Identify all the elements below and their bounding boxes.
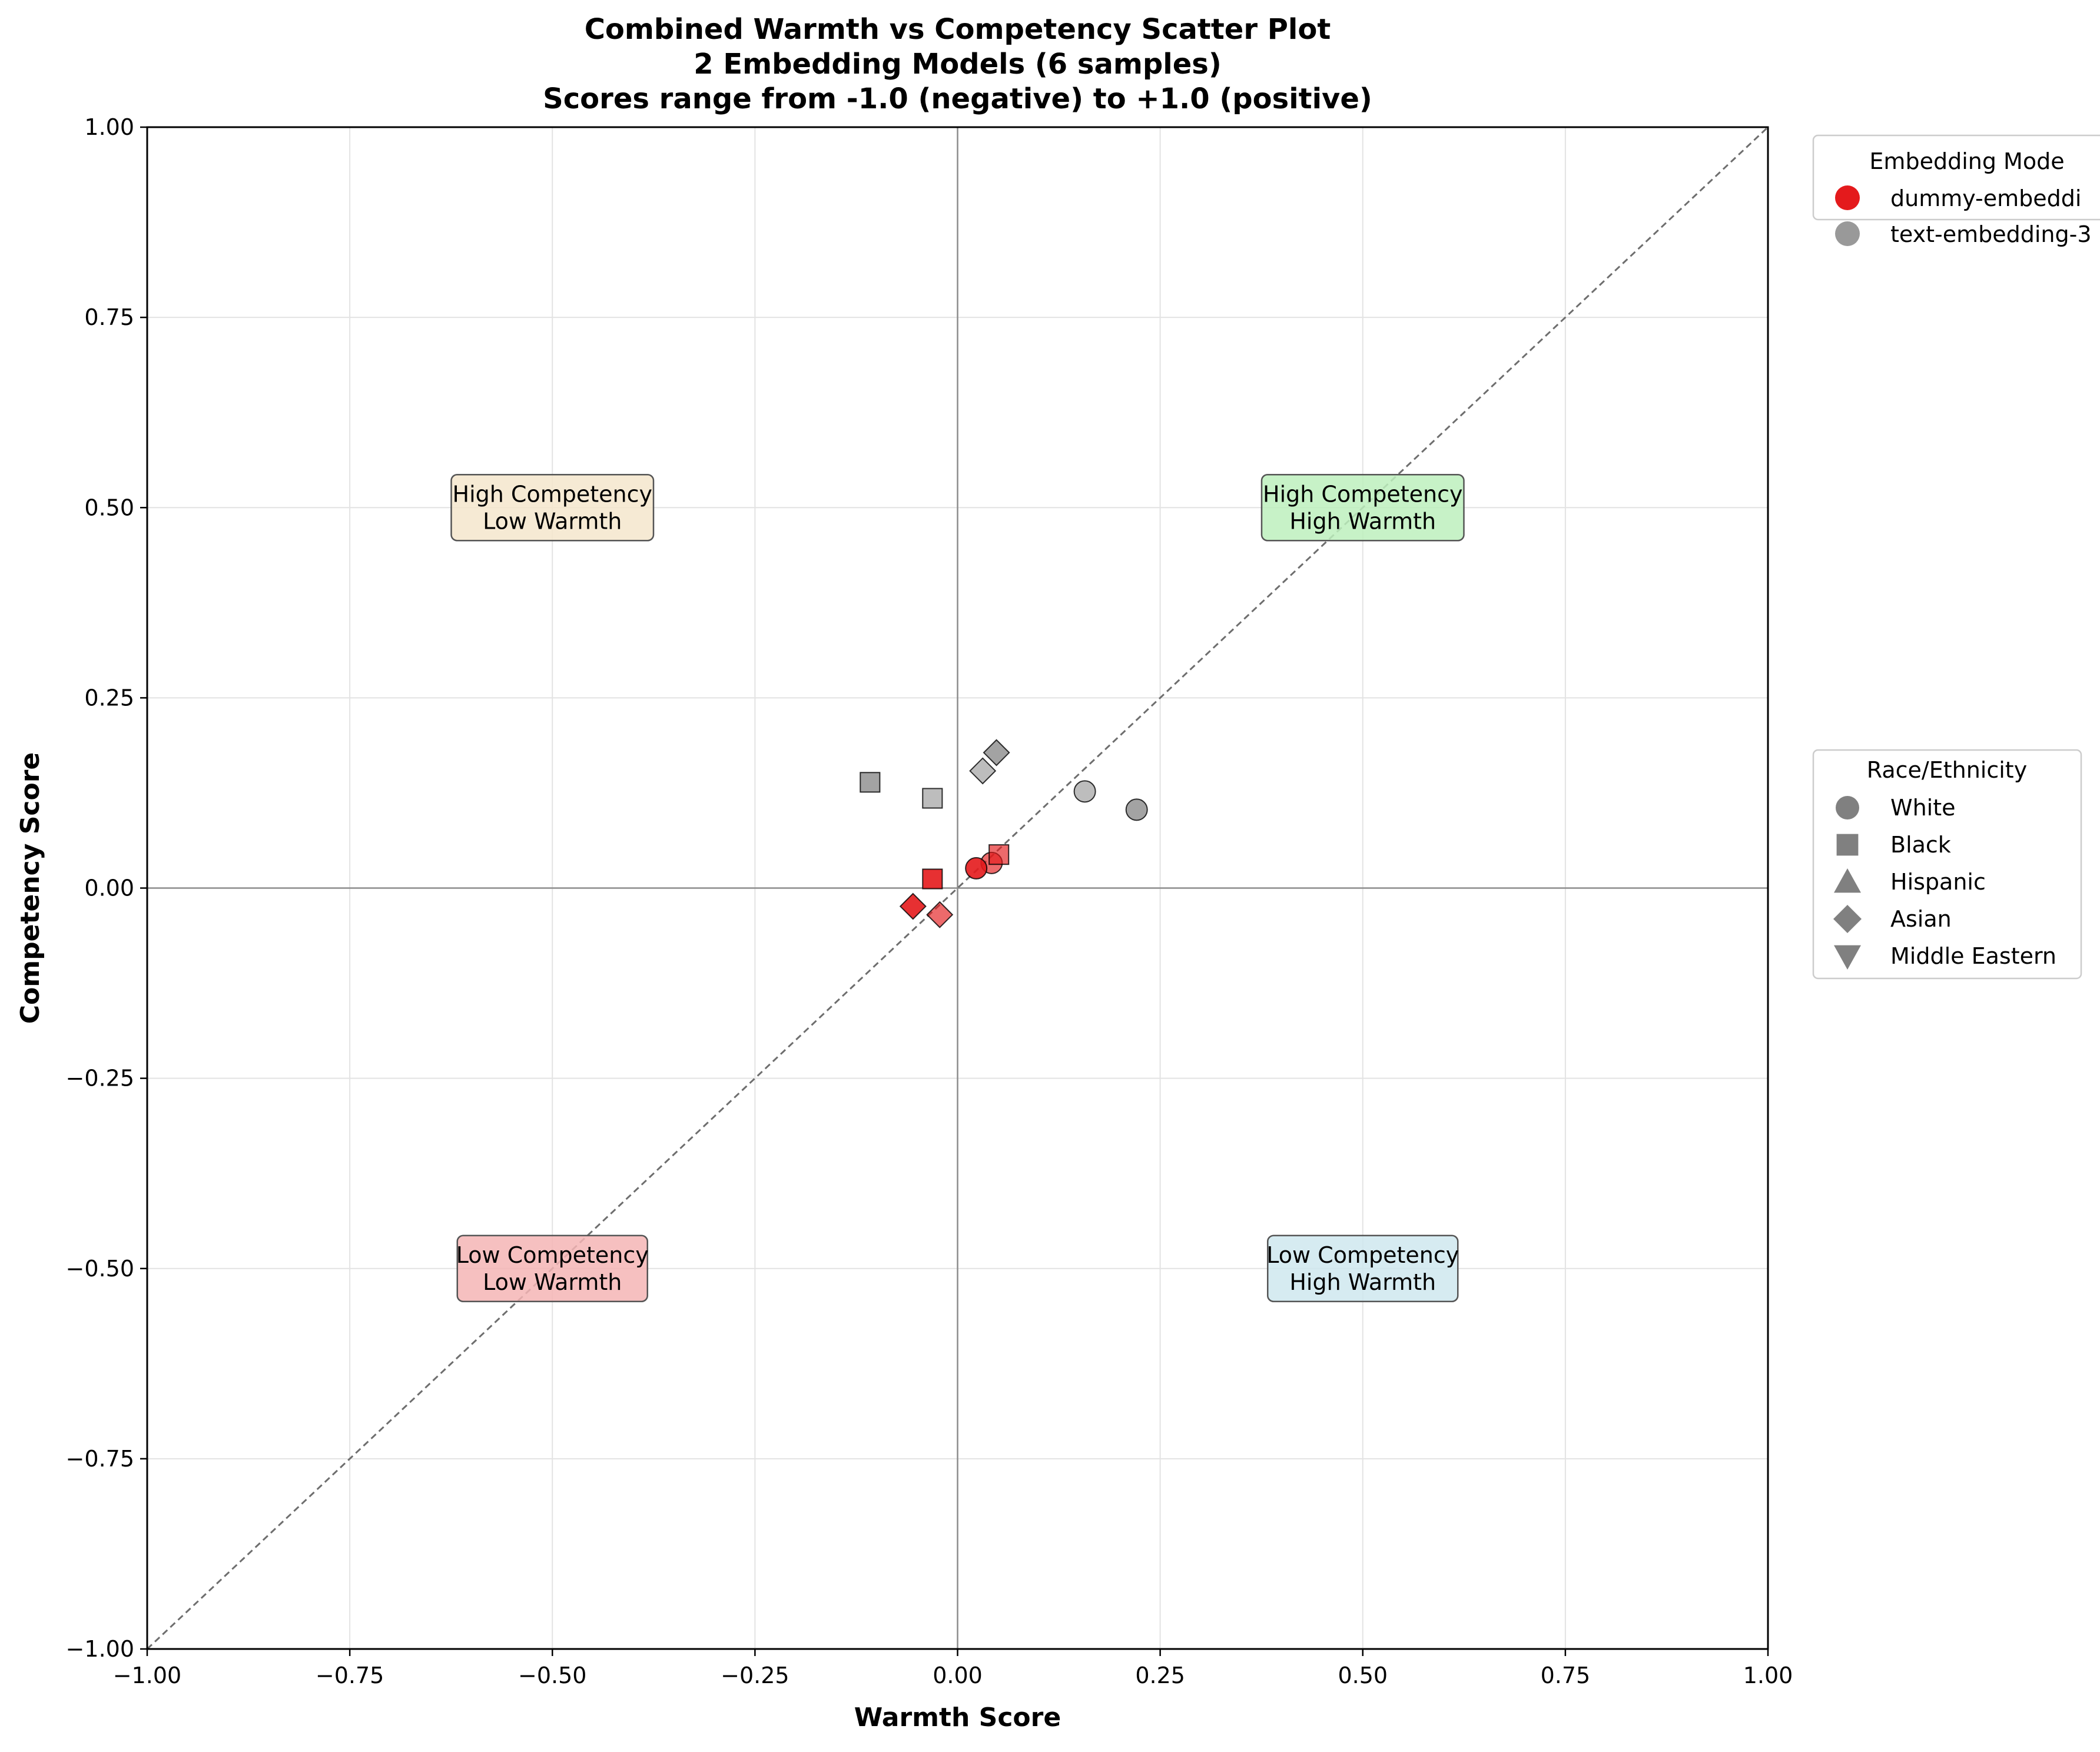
legend-race-marker (1834, 945, 1861, 970)
legend-race-label: Asian (1890, 906, 1952, 932)
quadrant-label-box (456, 1235, 648, 1302)
quadrant-label-text: High Warmth (1289, 508, 1436, 534)
y-tick-label: 0.50 (84, 495, 134, 520)
legend-race-marker (1836, 796, 1859, 819)
y-tick-label: 0.25 (84, 685, 134, 711)
data-points (860, 739, 1148, 928)
data-point-black (922, 868, 943, 890)
chart-title-line: Combined Warmth vs Competency Scatter Pl… (585, 13, 1331, 46)
y-tick-label: 0.00 (84, 875, 134, 901)
x-tick-label: −0.25 (721, 1663, 789, 1688)
legend-box (1812, 134, 2100, 221)
x-tick-label: 1.00 (1743, 1663, 1793, 1688)
legend-race-label: Black (1890, 832, 1951, 858)
quadrant-label-box (1260, 474, 1465, 542)
legend-model-label: text-embedding-3 (1890, 221, 2092, 247)
legend-race-marker (1833, 905, 1862, 933)
quadrant-label-text: Low Warmth (483, 508, 622, 534)
quadrant-label-text: High Competency (453, 481, 652, 507)
quadrant-label-text: Low Competency (1266, 1242, 1459, 1268)
legend-race-label: Hispanic (1890, 869, 1986, 895)
legend-model-label: dummy-embeddi (1890, 185, 2081, 211)
x-tick-label: −1.00 (113, 1663, 181, 1688)
x-tick-label: 0.00 (933, 1663, 983, 1688)
legend-race-ethnicity: Race/Ethnicity White Black Hispanic Asian Mid… (1812, 749, 2082, 980)
quadrant-label-text: High Competency (1263, 481, 1462, 507)
y-tick-label: −1.00 (66, 1636, 134, 1662)
x-tick-label: 0.25 (1135, 1663, 1185, 1688)
series-1 (860, 739, 1148, 821)
data-point-white (1073, 780, 1096, 803)
y-axis-label: Competency Score (15, 752, 45, 1024)
x-tick-label: −0.75 (316, 1663, 384, 1688)
legend-title: Embedding Mode (1869, 148, 2064, 174)
legend-embedding-models: Embedding Mode dummy-embeddi text-embeddin… (1812, 134, 2100, 247)
axis-ticks: −1.00 −0.75 −0.50 −0.25 0.00 0.25 0.50 0.75 1.00… (66, 114, 1793, 1688)
legend-race-label: Middle Eastern (1890, 943, 2056, 969)
y-tick-label: 1.00 (84, 114, 134, 140)
data-point-asian (899, 892, 927, 920)
y-tick-label: 0.75 (84, 304, 134, 330)
legend-race-label: White (1890, 795, 1956, 821)
chart-title: Combined Warmth vs Competency Scatter Pl… (543, 13, 1372, 115)
series-0 (899, 844, 1010, 928)
legend-race-marker (1834, 868, 1861, 893)
quadrant-label-box (450, 474, 655, 542)
reference-lines (146, 126, 1769, 1650)
quadrant-label-box (1267, 1235, 1459, 1302)
y-tick-label: −0.75 (66, 1446, 134, 1472)
data-point-white (1125, 798, 1148, 821)
chart-title-line: Scores range from -1.0 (negative) to +1.… (543, 82, 1372, 115)
data-point-asian (983, 739, 1010, 766)
x-tick-label: 0.75 (1541, 1663, 1591, 1688)
legend-box (1812, 749, 2082, 980)
quadrant-label-text: Low Competency (456, 1242, 649, 1268)
x-tick-label: −0.50 (518, 1663, 586, 1688)
chart-title-line: 2 Embedding Models (6 samples) (694, 48, 1222, 81)
y-tick-label: −0.50 (66, 1256, 134, 1282)
y-tick-label: −0.25 (66, 1066, 134, 1091)
legend-model-marker (1835, 185, 1860, 210)
legend-race-marker (1836, 834, 1859, 856)
data-point-black (988, 844, 1010, 865)
data-point-asian (926, 901, 954, 928)
data-point-white (965, 857, 988, 880)
x-tick-label: 0.50 (1338, 1663, 1388, 1688)
x-axis-label: Warmth Score (854, 1703, 1061, 1733)
quadrant-label-text: Low Warmth (483, 1269, 622, 1295)
data-point-black (922, 788, 943, 809)
data-point-black (860, 772, 881, 793)
legend-title: Race/Ethnicity (1867, 757, 2027, 783)
quadrant-label-text: High Warmth (1289, 1269, 1436, 1295)
data-point-asian (969, 757, 997, 785)
legend-model-marker (1835, 221, 1860, 246)
